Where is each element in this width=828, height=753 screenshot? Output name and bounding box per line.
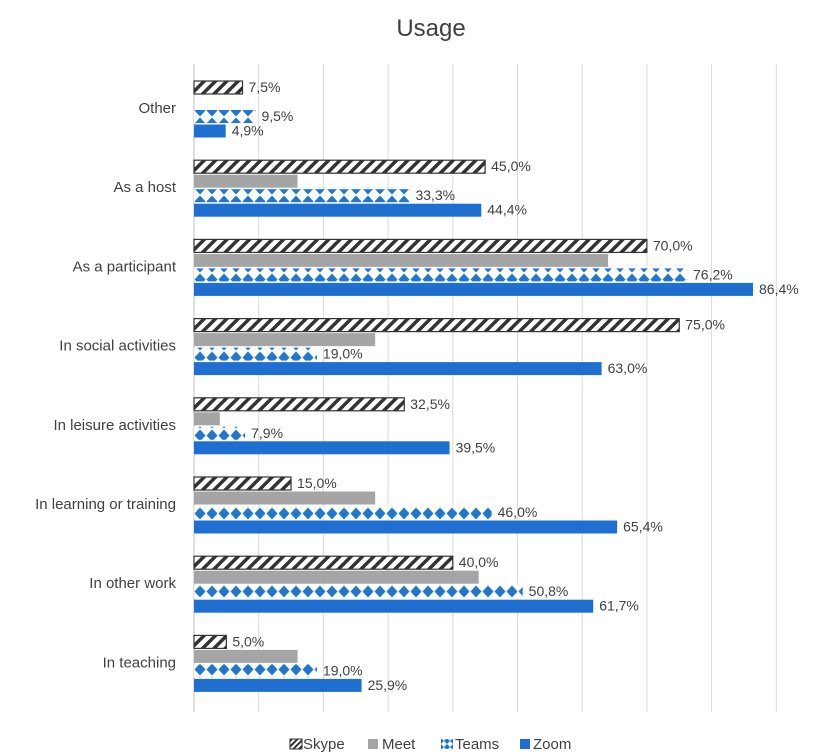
bar-meet [194,412,220,426]
bar-zoom [194,124,226,138]
category-label: In teaching [103,654,176,671]
legend-label-zoom: Zoom [533,736,571,753]
value-label-teams: 46,0% [498,504,538,520]
legend-swatch-teams [441,739,453,749]
category-label: As a host [113,179,176,196]
value-label-skype: 40,0% [459,554,499,570]
value-label-skype: 70,0% [653,237,693,253]
category-label: In leisure activities [53,417,176,434]
value-label-zoom: 44,4% [487,202,527,218]
value-label-skype: 7,5% [249,79,281,95]
legend-swatch-meet [368,739,378,749]
bar-zoom [194,520,618,534]
bar-skype [193,159,486,174]
value-label-zoom: 63,0% [608,360,648,376]
legend: Skype Meet Teams Zoom [289,736,571,753]
bar-teams [194,585,523,599]
bar-teams [194,664,317,678]
value-label-skype: 45,0% [491,158,531,174]
value-label-teams: 33,3% [415,187,455,203]
bar-meet [194,491,376,505]
bar-skype [193,476,292,491]
value-label-zoom: 61,7% [599,598,639,614]
bar-skype [193,397,405,412]
bar-teams [194,506,492,519]
value-label-teams: 19,0% [323,346,363,362]
category-label: In learning or training [35,496,176,513]
value-label-zoom: 65,4% [623,519,663,535]
bar-zoom [194,362,602,376]
value-label-teams: 76,2% [693,266,733,282]
legend-swatch-zoom [520,739,530,749]
category-label: In other work [89,575,176,592]
value-label-teams: 19,0% [323,662,363,678]
bar-teams [194,426,246,440]
category-label: As a participant [73,258,177,275]
bars [193,80,754,692]
value-label-teams: 50,8% [529,583,569,599]
bar-skype [193,318,680,333]
bar-zoom [194,599,594,613]
bar-teams [194,189,410,203]
bar-meet [194,174,298,188]
value-labels: 7,5% 9,5%4,9% 45,0% 33,3% 44,4% 70,0%76,2% 86,… [232,79,799,693]
value-label-zoom: 25,9% [368,677,408,693]
bar-skype [193,80,244,95]
bar-zoom [194,678,362,692]
bar-teams [194,347,317,361]
bar-meet [194,570,479,584]
category-label: In social activities [59,338,176,355]
value-label-zoom: 86,4% [759,281,799,297]
bar-meet [194,333,376,347]
bar-teams [194,268,688,282]
value-label-skype: 5,0% [232,633,264,649]
bar-skype [193,634,227,650]
value-label-teams: 7,9% [251,425,283,441]
bar-zoom [194,282,754,296]
category-label: Other [138,100,176,117]
value-label-zoom: 39,5% [456,439,496,455]
value-label-skype: 32,5% [410,396,450,412]
value-label-skype: 15,0% [297,475,337,491]
bar-zoom [194,441,450,455]
bar-skype [193,555,454,570]
bar-teams [194,110,256,123]
legend-label-meet: Meet [382,736,416,753]
legend-label-skype: Skype [303,736,345,753]
bar-meet [194,649,298,663]
legend-label-teams: Teams [455,736,499,753]
value-label-zoom: 4,9% [232,123,264,139]
chart-title: Usage [396,15,465,42]
legend-swatch-skype [289,738,303,750]
bar-skype [193,238,648,253]
bar-meet [194,253,609,267]
category-labels: Other As a host As a participant In social … [35,100,177,671]
value-label-teams: 9,5% [261,108,293,124]
bar-zoom [194,203,482,217]
value-label-skype: 75,0% [685,317,725,333]
